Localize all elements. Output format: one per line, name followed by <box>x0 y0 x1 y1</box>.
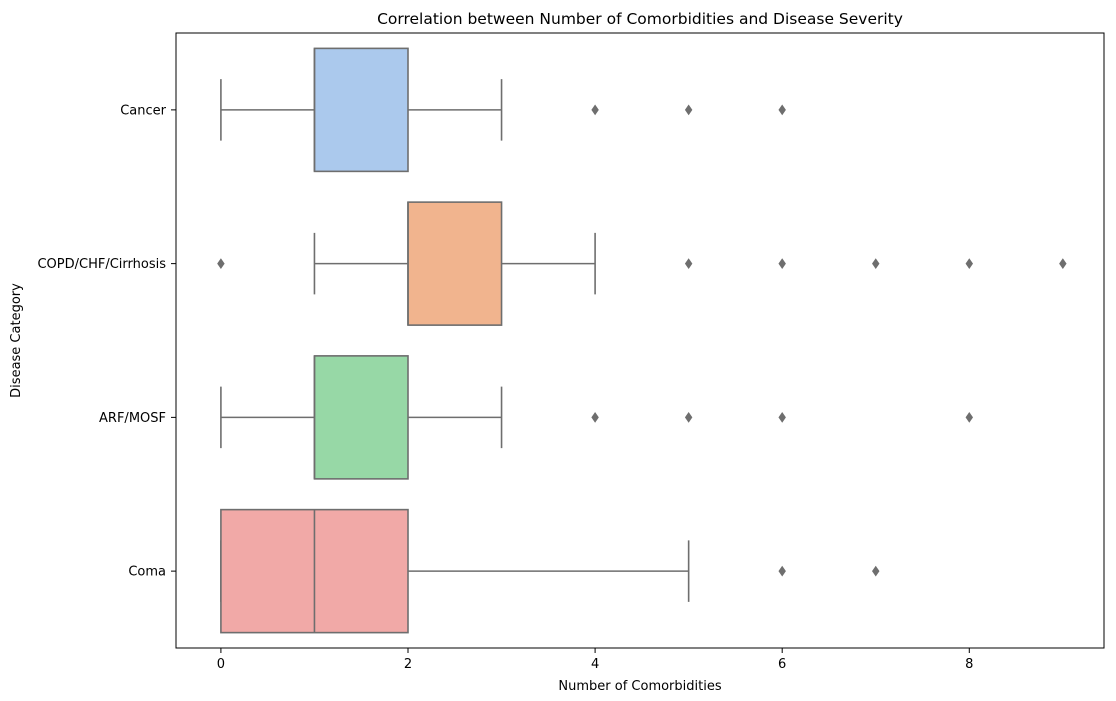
iqr-box <box>313 355 409 480</box>
x-tick-label: 2 <box>404 657 412 672</box>
iqr-box <box>407 201 503 326</box>
box-cancer <box>220 47 786 173</box>
outlier-point <box>778 412 786 423</box>
outlier-point <box>1059 258 1067 269</box>
outlier-point <box>965 412 974 423</box>
outlier-point <box>684 412 693 423</box>
outlier-point <box>684 104 693 116</box>
outlier-point <box>217 258 225 269</box>
outlier-point <box>872 258 880 269</box>
box-copd-chf-cirrhosis <box>217 201 1067 326</box>
outlier-point <box>778 104 786 116</box>
x-tick-label: 8 <box>965 657 973 672</box>
y-tick-label: Coma <box>128 565 166 580</box>
box-coma <box>220 508 880 634</box>
box-arf-mosf <box>220 355 974 480</box>
y-tick-label: Cancer <box>120 103 166 118</box>
chart-title: Correlation between Number of Comorbidit… <box>377 10 903 28</box>
iqr-box <box>313 47 409 173</box>
x-tick-label: 0 <box>217 657 225 672</box>
outlier-point <box>965 258 974 269</box>
outlier-point <box>591 104 599 116</box>
x-tick-label: 4 <box>591 657 599 672</box>
outlier-point <box>591 412 599 423</box>
outlier-point <box>778 565 786 577</box>
x-axis-label: Number of Comorbidities <box>558 679 721 694</box>
outlier-point <box>872 565 880 577</box>
y-tick-label: COPD/CHF/Cirrhosis <box>37 257 166 272</box>
x-tick-label: 6 <box>778 657 786 672</box>
outlier-point <box>778 258 786 269</box>
outlier-point <box>684 258 693 269</box>
y-tick-label: ARF/MOSF <box>99 411 166 426</box>
plot-frame <box>175 32 1105 649</box>
plot-area: 0 2 4 6 8 Cancer COPD/CHF/Cirrhosis ARF/MOSF Com… <box>37 47 1067 672</box>
y-axis-label: Disease Category <box>9 283 24 398</box>
